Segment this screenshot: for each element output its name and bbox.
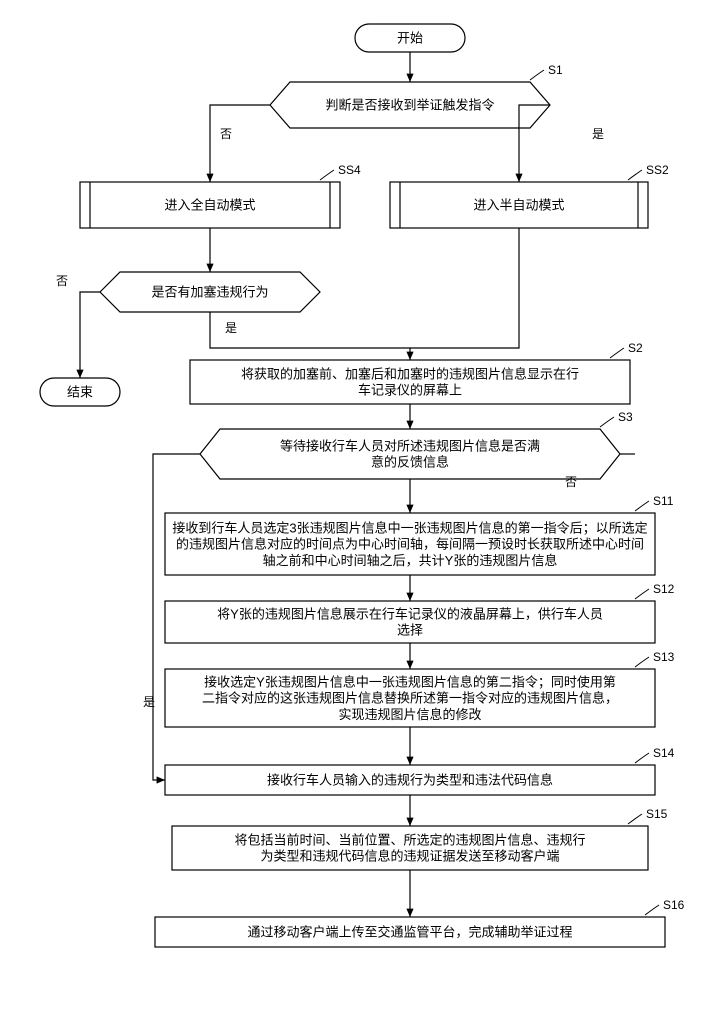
svg-text:S1: S1 [548,63,563,77]
svg-text:S11: S11 [653,494,674,508]
svg-text:判断是否接收到举证触发指令: 判断是否接收到举证触发指令 [325,98,494,113]
svg-text:否: 否 [220,127,232,141]
svg-text:开始: 开始 [397,31,423,46]
svg-text:否: 否 [565,475,577,489]
svg-text:S12: S12 [653,582,675,596]
svg-text:结束: 结束 [67,385,93,400]
flowchart-canvas: 开始判断是否接收到举证触发指令 S1 进入全自动模式 SS4 进入半自动模式 SS2 是否有… [10,10,701,1010]
svg-text:将包括当前时间、当前位置、所选定的违规图片信息、违规行为类型: 将包括当前时间、当前位置、所选定的违规图片信息、违规行为类型和违规代码信息的违规… [234,832,585,863]
svg-text:通过移动客户端上传至交通监管平台，完成辅助举证过程: 通过移动客户端上传至交通监管平台，完成辅助举证过程 [247,925,572,940]
svg-text:是否有加塞违规行为: 是否有加塞违规行为 [151,285,268,300]
svg-text:S14: S14 [653,746,675,760]
svg-text:S13: S13 [653,650,675,664]
svg-text:S3: S3 [618,410,633,424]
svg-text:进入半自动模式: 进入半自动模式 [473,198,564,213]
svg-text:进入全自动模式: 进入全自动模式 [164,198,255,213]
svg-text:S15: S15 [646,807,668,821]
svg-text:否: 否 [56,274,68,288]
svg-text:是: 是 [225,321,237,335]
svg-text:是: 是 [592,127,604,141]
svg-text:SS4: SS4 [338,163,361,177]
svg-text:SS2: SS2 [646,163,669,177]
svg-text:S2: S2 [628,341,643,355]
svg-text:S16: S16 [663,898,685,912]
svg-text:接收行车人员输入的违规行为类型和违法代码信息: 接收行车人员输入的违规行为类型和违法代码信息 [267,773,553,788]
svg-text:是: 是 [143,695,155,709]
